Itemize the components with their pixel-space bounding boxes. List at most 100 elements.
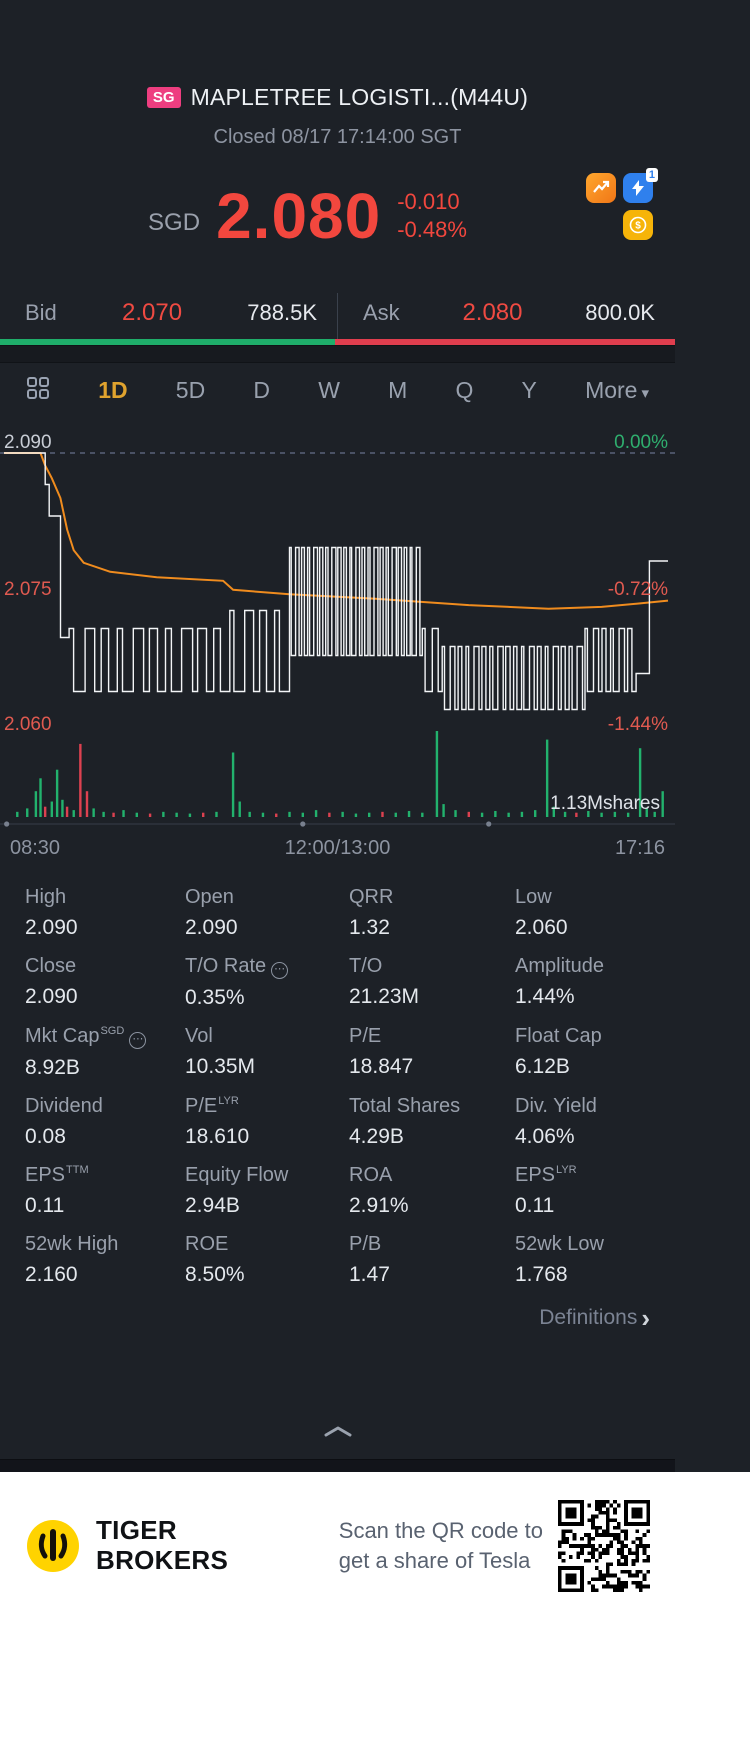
stat-cell: Equity Flow 2.94B [185,1164,349,1218]
stat-value: 2.090 [25,916,78,939]
tiger-brokers-logo [27,1520,79,1572]
stat-label: 52wk High [25,1233,119,1255]
flash-order-badge: 1 [645,168,658,182]
stat-value: 1.47 [349,1263,390,1286]
time-axis-end: 17:16 [614,837,665,859]
time-axis-start: 08:30 [10,837,61,859]
svg-text:-1.44%: -1.44% [608,714,668,735]
stat-value: 6.12B [515,1055,570,1078]
stat-label: ROE [185,1233,229,1255]
tab-1d[interactable]: 1D [98,377,128,403]
stat-cell: Total Shares 4.29B [349,1095,515,1149]
chart-layout-button[interactable] [26,376,50,405]
bid-label: Bid [25,300,57,325]
svg-text:1.13Mshares: 1.13Mshares [550,793,660,814]
bid-panel[interactable]: Bid 2.070 788.5K [0,293,337,339]
chevron-up-icon [324,1426,351,1437]
stat-label: High [25,886,67,908]
stat-label: Total Shares [349,1095,461,1117]
stat-value: 1.32 [349,916,390,939]
stat-value: 2.090 [25,985,78,1008]
qr-promo-text: Scan the QR code to get a share of Tesla [339,1516,543,1575]
footer-divider [0,1459,675,1472]
stat-value: 4.06% [515,1125,575,1148]
ask-label: Ask [363,300,400,325]
stat-value: 1.768 [515,1263,568,1286]
stat-label: Mkt CapSGD⋯ [25,1025,185,1049]
stat-label: P/ELYR [185,1095,239,1117]
promo-footer: TIGER BROKERS Scan the QR code to get a … [0,1472,750,1744]
stat-label: EPSTTM [25,1164,89,1186]
stat-cell: EPSTTM 0.11 [25,1164,185,1218]
price-change-pct: -0.48% [397,217,467,243]
tab-q[interactable]: Q [455,377,474,403]
stat-cell: Open 2.090 [185,886,349,940]
tab-d[interactable]: D [253,377,270,403]
ask-panel[interactable]: Ask 2.080 800.0K [337,293,675,339]
stat-cell: Low 2.060 [515,886,650,940]
stat-cell: QRR 1.32 [349,886,515,940]
flash-order-button[interactable]: 1 [623,168,658,203]
bid-price: 2.070 [122,299,183,326]
stat-cell: T/O 21.23M [349,955,515,1010]
stat-label: Div. Yield [515,1095,597,1117]
lightning-icon [632,180,644,196]
stat-value: 2.91% [349,1194,409,1217]
bid-size: 788.5K [247,300,317,325]
stat-label: Low [515,886,552,908]
stat-cell: Dividend 0.08 [25,1095,185,1149]
brand-line2: BROKERS [96,1545,229,1575]
trend-arrow-icon [593,180,610,193]
price-change-block: -0.010 -0.48% [397,188,467,245]
price-group: SGD 2.080 -0.010 -0.48% [0,180,615,252]
title-row: SG MAPLETREE LOGISTI...(M44U) [0,0,675,111]
stat-cell: P/E 18.847 [349,1025,515,1080]
tab-y[interactable]: Y [521,377,537,403]
svg-text:-0.72%: -0.72% [608,579,668,600]
tab-m[interactable]: M [388,377,408,403]
stat-label: QRR [349,886,394,908]
stat-value: 2.94B [185,1194,240,1217]
stat-label: P/E [349,1025,382,1047]
info-icon[interactable]: ⋯ [271,962,289,979]
stat-label: Float Cap [515,1025,602,1047]
stat-cell: P/ELYR 18.610 [185,1095,349,1149]
stat-cell: Vol 10.35M [185,1025,349,1080]
stat-label: P/B [349,1233,382,1255]
stat-cell: Float Cap 6.12B [515,1025,650,1080]
stat-cell: T/O Rate ⋯ 0.35% [185,955,349,1010]
tab-w[interactable]: W [318,377,340,403]
price-section: SGD 2.080 -0.010 -0.48% 1 $ [0,168,675,273]
info-icon[interactable]: ⋯ [129,1032,147,1049]
stat-cell: High 2.090 [25,886,185,940]
svg-text:2.075: 2.075 [4,579,52,600]
ask-ratio-segment [334,339,675,345]
hot-stocks-button[interactable] [586,173,616,203]
rewards-button[interactable]: $ [623,210,653,240]
stat-value: 8.50% [185,1263,245,1286]
stat-value: 2.090 [185,916,238,939]
qr-text-line2: get a share of Tesla [338,1548,531,1573]
stat-label: Close [25,955,77,977]
stat-value: 0.11 [515,1194,555,1217]
last-price: 2.080 [216,180,382,252]
stat-value: 0.35% [185,986,245,1009]
stat-cell: P/B 1.47 [349,1233,515,1287]
stat-value: 0.11 [25,1194,65,1217]
dollar-icon: $ [629,216,647,234]
collapse-panel-button[interactable] [0,1425,675,1437]
stat-cell: Amplitude 1.44% [515,955,650,1010]
stat-cell: 52wk High 2.160 [25,1233,185,1287]
tab-5d[interactable]: 5D [175,377,206,403]
ask-size: 800.0K [585,300,655,325]
price-chart[interactable]: 2.090 2.075 2.060 0.00% -0.72% -1.44% 1.13Msha… [0,433,675,835]
stat-value: 10.35M [185,1055,256,1078]
stat-label: 52wk Low [515,1233,604,1255]
definitions-link[interactable]: Definitions › [0,1305,675,1331]
qr-promo[interactable]: Scan the QR code to get a share of Tesla [339,1500,650,1592]
tab-more[interactable]: More ▾ [585,377,649,403]
svg-text:2.060: 2.060 [4,714,52,735]
bid-ask-ratio-bar [0,339,675,345]
brand-line1: TIGER [96,1515,177,1546]
